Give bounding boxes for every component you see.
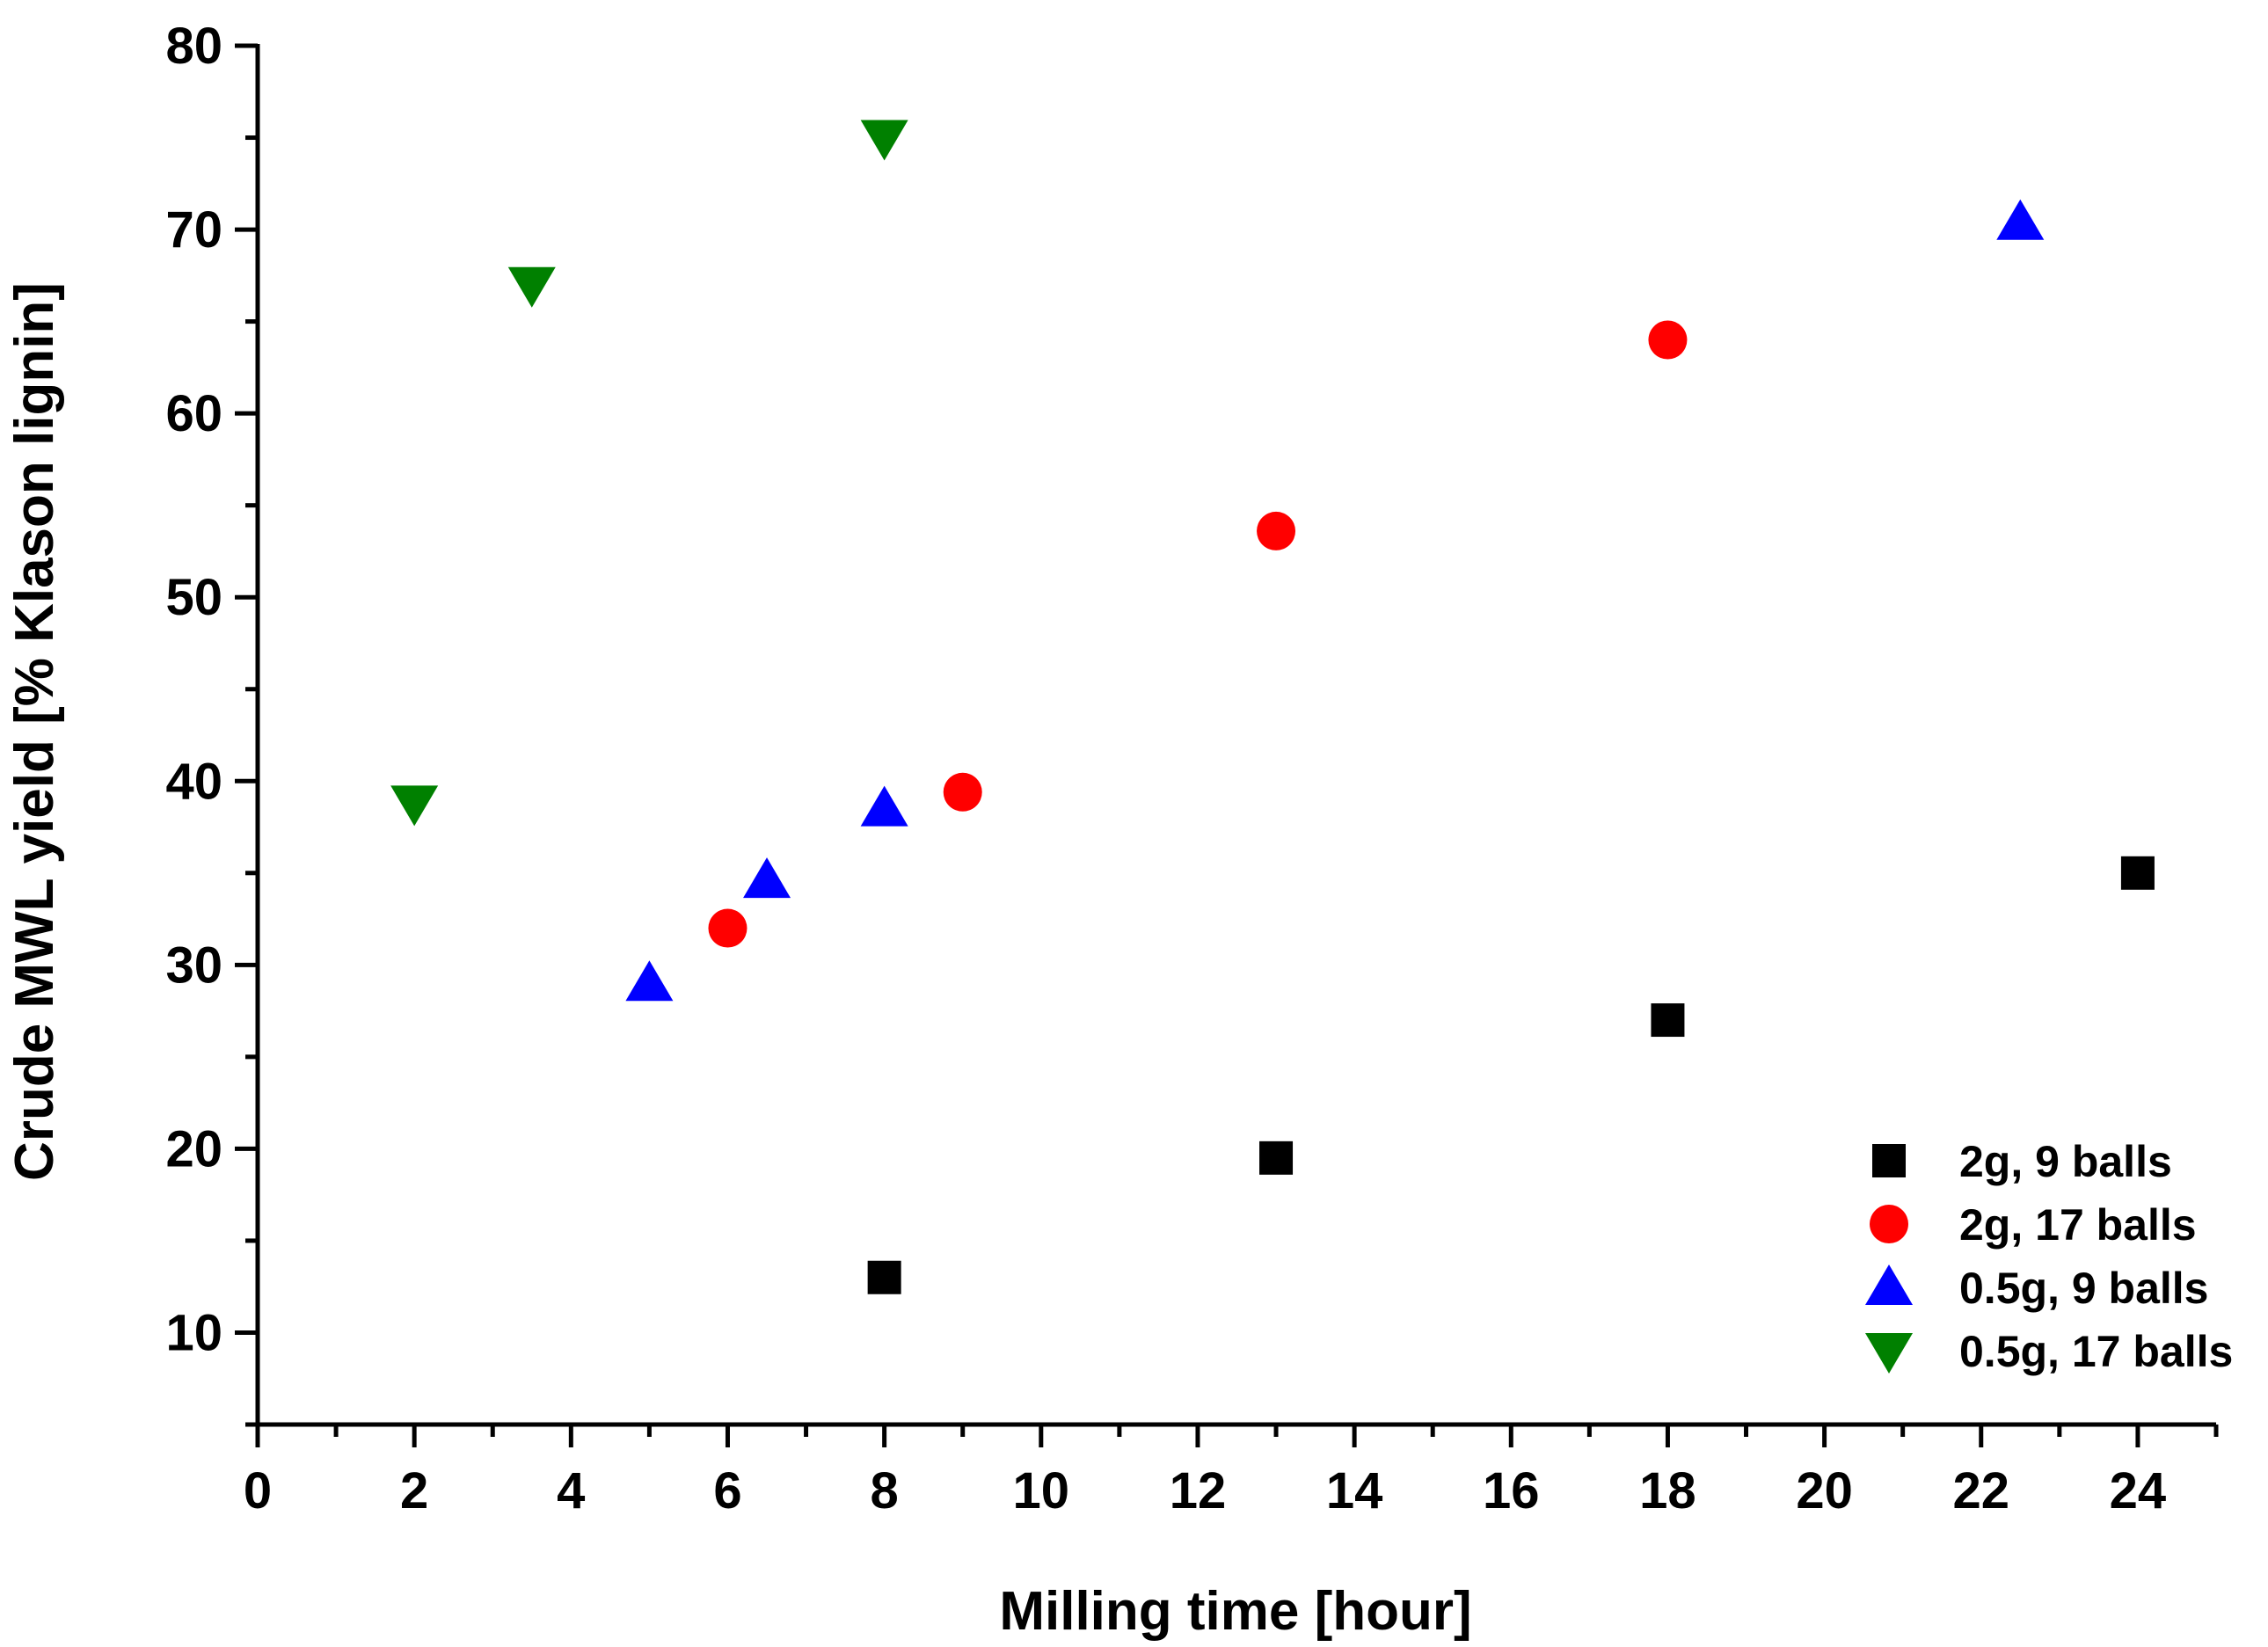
data-point (2120, 856, 2155, 890)
x-tick-label: 0 (244, 1462, 272, 1519)
x-axis-ticks: 0 2 4 6 8 10 12 14 16 18 20 22 24 (244, 1425, 2219, 1519)
data-point (507, 266, 556, 308)
legend-label: 2g, 9 balls (1959, 1137, 2172, 1186)
y-tick-label: 10 (165, 1304, 222, 1361)
x-tick-label: 12 (1170, 1462, 1227, 1519)
x-axis-title: Milling time [hour] (999, 1581, 1471, 1642)
y-tick-label: 40 (165, 753, 222, 810)
x-tick-label: 22 (1953, 1462, 2010, 1519)
legend-label: 0.5g, 17 balls (1959, 1327, 2233, 1376)
legend-marker (1870, 1205, 1908, 1243)
x-tick-label: 8 (871, 1462, 899, 1519)
axes (255, 44, 2216, 1427)
data-point (1648, 320, 1688, 360)
y-axis-title: Crude MWL yield [% Klason lignin] (4, 282, 65, 1181)
y-tick-label: 70 (165, 201, 222, 259)
data-point (625, 960, 674, 1002)
legend-label: 2g, 17 balls (1959, 1200, 2197, 1250)
x-tick-label: 10 (1013, 1462, 1070, 1519)
x-tick-label: 2 (400, 1462, 428, 1519)
data-point (943, 772, 982, 812)
x-tick-label: 20 (1796, 1462, 1853, 1519)
x-tick-label: 18 (1639, 1462, 1696, 1519)
x-tick-label: 14 (1326, 1462, 1383, 1519)
data-point (1259, 1141, 1294, 1175)
y-tick-label: 30 (165, 936, 222, 994)
data-point (708, 908, 747, 948)
x-tick-label: 24 (2110, 1462, 2167, 1519)
y-tick-label: 20 (165, 1120, 222, 1177)
data-point (1996, 199, 2045, 240)
legend-marker (1872, 1144, 1906, 1177)
x-tick-label: 4 (557, 1462, 585, 1519)
x-tick-label: 6 (713, 1462, 741, 1519)
x-tick-label: 16 (1483, 1462, 1540, 1519)
data-point (390, 785, 439, 827)
data-point (860, 785, 908, 827)
legend: 2g, 9 balls 2g, 17 balls 0.5g, 9 balls 0.5g… (1865, 1137, 2233, 1376)
y-tick-label: 80 (165, 18, 222, 75)
y-axis-ticks: 10 20 30 40 50 60 70 80 (165, 18, 258, 1427)
y-tick-label: 60 (165, 385, 222, 442)
data-point (1651, 1003, 1685, 1038)
data-point (867, 1260, 901, 1294)
data-point (1257, 511, 1296, 550)
legend-marker (1865, 1333, 1913, 1374)
y-tick-label: 50 (165, 569, 222, 626)
data-point (860, 120, 908, 161)
data-point (743, 857, 791, 899)
data-points (390, 120, 2155, 1294)
legend-label: 0.5g, 9 balls (1959, 1264, 2208, 1313)
legend-marker (1865, 1264, 1913, 1305)
